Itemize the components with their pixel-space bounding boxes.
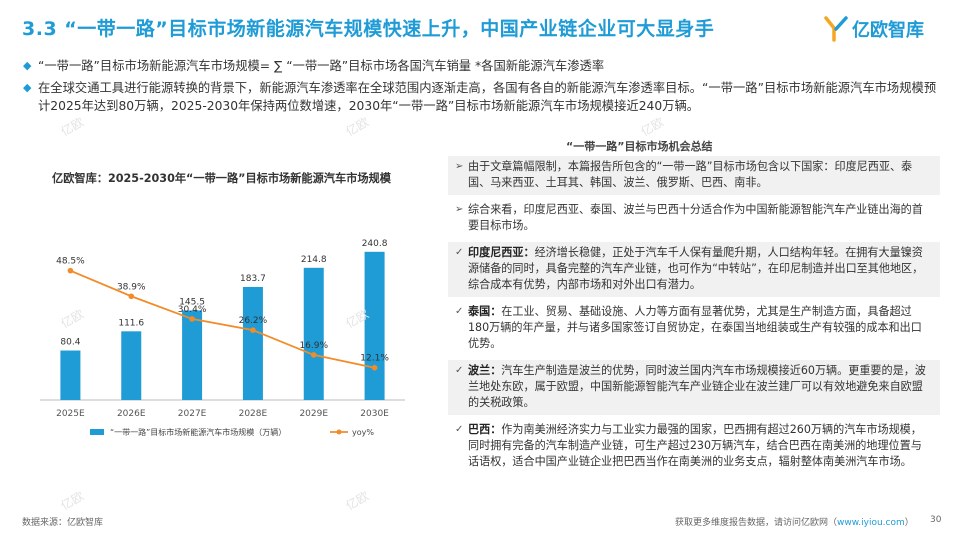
summary-item: ✓ 巴西：作为南美洲经济实力与工业实力最强的国家，巴西拥有超过260万辆的汽车市… (448, 419, 940, 474)
watermark: 亿欧 (343, 488, 372, 513)
yoy-point (250, 327, 256, 333)
footer-source: 数据来源：亿欧智库 (22, 518, 104, 528)
summary-item-label: 印度尼西亚： (468, 246, 535, 259)
summary-item-text: 汽车生产制造是波兰的优势，同时波兰国内汽车市场规模接近60万辆。更重要的是，波兰… (468, 364, 926, 409)
legend-bar-label: “一带一路”目标市场新能源汽车市场规模（万辆） (110, 427, 286, 437)
yoy-value-label: 26.2% (239, 316, 268, 326)
bar (60, 350, 81, 400)
summary-panel: ➢ 由于文章篇幅限制，本篇报告所包含的“一带一路”目标市场包含以下国家：印度尼西… (448, 156, 940, 478)
footer-more-link: 获取更多维度报告数据，请访问亿欧网（www.iyiou.com） (675, 515, 914, 528)
arrow-marker-icon: ➢ (455, 204, 464, 215)
page-number: 30 (930, 515, 942, 525)
bar-value-label: 183.7 (240, 274, 266, 284)
yoy-value-label: 48.5% (56, 257, 85, 267)
summary-item: ✓ 泰国：在工业、贸易、基础设施、人力等方面有显著优势，尤其是生产制造方面，具备… (448, 301, 940, 356)
x-tick-label: 2028E (239, 409, 268, 419)
summary-item-text: 由于文章篇幅限制，本篇报告所包含的“一带一路”目标市场包含以下国家：印度尼西亚、… (468, 160, 913, 189)
yoy-value-label: 16.9% (299, 341, 328, 351)
bar-value-label: 111.6 (118, 318, 144, 328)
x-tick-label: 2027E (178, 409, 207, 419)
logo-text: 亿欧智库 (852, 20, 924, 41)
summary-item-text: 综合来看，印度尼西亚、泰国、波兰与巴西十分适合作为中国新能源智能汽车产业链出海的… (468, 203, 923, 232)
bar (364, 251, 385, 400)
x-tick-label: 2029E (299, 409, 328, 419)
checkmark-icon: ✓ (455, 247, 464, 258)
bar (303, 267, 324, 400)
footer-url[interactable]: www.iyiou.com (837, 518, 905, 528)
summary-item: ✓ 波兰：汽车生产制造是波兰的优势，同时波兰国内汽车市场规模接近60万辆。更重要… (448, 360, 940, 415)
summary-item: ➢ 由于文章篇幅限制，本篇报告所包含的“一带一路”目标市场包含以下国家：印度尼西… (448, 156, 940, 195)
x-tick-label: 2030E (360, 409, 389, 419)
summary-item-label: 巴西： (468, 423, 502, 436)
summary-item-text: 作为南美洲经济实力与工业实力最强的国家，巴西拥有超过260万辆的汽车市场规模，同… (468, 423, 922, 468)
legend-bar-swatch (90, 429, 104, 435)
legend-line-marker (336, 429, 342, 435)
bar (121, 331, 142, 400)
summary-item-label: 泰国： (468, 305, 502, 318)
summary-item-label: 波兰： (468, 364, 502, 377)
diamond-bullet-icon: ◆ (23, 59, 32, 72)
yoy-point (128, 293, 135, 300)
bullet-text: “一带一路”目标市场新能源汽车市场规模= ∑ “一带一路”目标市场各国汽车销量 … (38, 59, 605, 73)
intro-bullets: ◆ “一带一路”目标市场新能源汽车市场规模= ∑ “一带一路”目标市场各国汽车销… (22, 57, 942, 119)
yoy-line (70, 269, 375, 369)
bar-value-label: 214.8 (301, 255, 327, 265)
bar-value-label: 145.5 (179, 297, 205, 307)
yoy-point (189, 316, 195, 322)
market-size-chart: 80.4 2025E 111.6 2026E 145.5 2027E 183.7 2028E 2… (40, 239, 405, 437)
checkmark-icon: ✓ (455, 424, 464, 435)
bar-value-label: 240.8 (362, 239, 388, 249)
arrow-marker-icon: ➢ (455, 161, 464, 172)
x-tick-label: 2026E (117, 409, 146, 419)
checkmark-icon: ✓ (455, 306, 464, 317)
bullet-summary: ◆ 在全球交通工具进行能源转换的背景下，新能源汽车渗透率在全球范围内逐渐走高，各… (22, 79, 942, 115)
summary-item-text: 在工业、贸易、基础设施、人力等方面有显著优势，尤其是生产制造方面，具备超过180… (468, 305, 922, 350)
yoy-value-label: 12.1% (360, 354, 389, 364)
summary-heading: “一带一路”目标市场机会总结 (566, 140, 713, 153)
summary-item: ✓ 印度尼西亚：经济增长稳健，正处于汽车千人保有量爬升期，人口结构年轻。在拥有大… (448, 242, 940, 297)
x-tick-label: 2025E (56, 409, 85, 419)
yoy-point (371, 364, 378, 371)
watermark: 亿欧 (58, 488, 87, 513)
footer-paren: ） (904, 518, 914, 528)
diamond-bullet-icon: ◆ (23, 81, 32, 94)
yoy-point (67, 267, 74, 274)
yoy-value-label: 38.9% (117, 282, 146, 292)
summary-item: ➢ 综合来看，印度尼西亚、泰国、波兰与巴西十分适合作为中国新能源智能汽车产业链出… (448, 199, 940, 238)
yoy-point (310, 352, 317, 358)
yoy-value-label: 30.4% (178, 305, 207, 315)
legend-line-label: yoy% (352, 428, 374, 437)
logo: 亿欧智库 (824, 16, 924, 42)
bar-value-label: 80.4 (60, 338, 80, 348)
summary-item-text: 经济增长稳健，正处于汽车千人保有量爬升期，人口结构年轻。在拥有大量镍资源储备的同… (468, 246, 924, 291)
bar (242, 286, 263, 400)
page-title: 3.3 “一带一路”目标市场新能源汽车规模快速上升，中国产业链企业可大显身手 (22, 18, 715, 40)
bullet-text: 在全球交通工具进行能源转换的背景下，新能源汽车渗透率在全球范围内逐渐走高，各国有… (38, 81, 937, 113)
footer-more-text: 获取更多维度报告数据，请访问亿欧网（ (675, 518, 838, 528)
logo-icon (824, 16, 848, 42)
checkmark-icon: ✓ (455, 365, 464, 376)
chart-title: 亿欧智库：2025-2030年“一带一路”目标市场新能源汽车市场规模 (52, 172, 391, 185)
bullet-formula: ◆ “一带一路”目标市场新能源汽车市场规模= ∑ “一带一路”目标市场各国汽车销… (22, 57, 942, 75)
bar (182, 310, 203, 400)
